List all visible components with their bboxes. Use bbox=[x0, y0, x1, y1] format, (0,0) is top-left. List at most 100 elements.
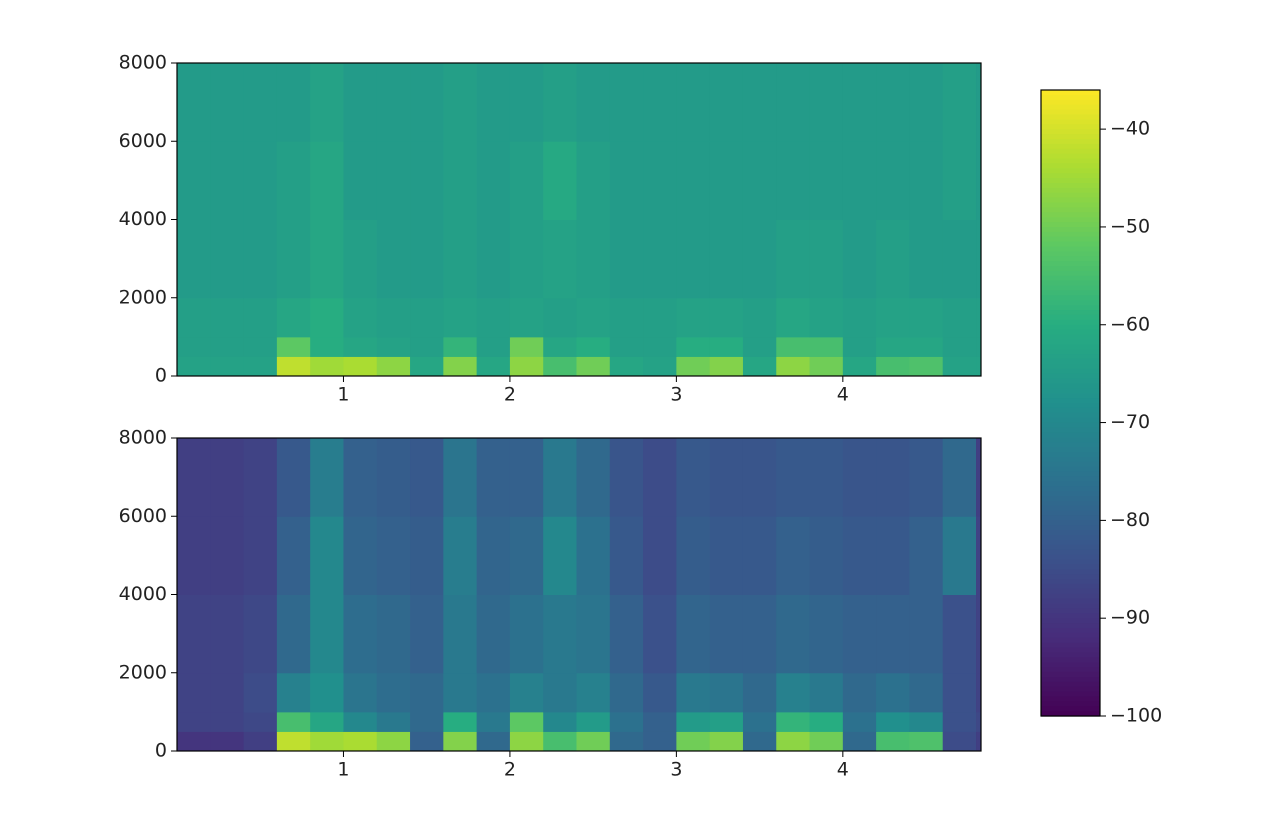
cell bbox=[776, 731, 811, 752]
cell bbox=[976, 438, 982, 517]
cell bbox=[543, 63, 578, 142]
cell bbox=[177, 63, 211, 142]
cell bbox=[842, 731, 877, 752]
cell bbox=[343, 141, 378, 220]
cell bbox=[177, 711, 211, 732]
cell bbox=[776, 438, 811, 517]
colorbar-swatch bbox=[1041, 143, 1100, 150]
colorbar-swatch bbox=[1041, 280, 1100, 287]
cell bbox=[443, 516, 478, 595]
colorbar-swatch bbox=[1041, 637, 1100, 644]
cell bbox=[643, 731, 677, 752]
cell bbox=[609, 711, 644, 732]
cell bbox=[243, 141, 278, 220]
colorbar-swatch bbox=[1041, 192, 1100, 199]
cell bbox=[177, 356, 211, 377]
cell bbox=[643, 438, 677, 517]
cell bbox=[742, 516, 777, 595]
cell bbox=[942, 356, 977, 377]
cell bbox=[243, 711, 278, 732]
cell bbox=[376, 516, 411, 595]
cell bbox=[643, 711, 677, 732]
x-tick-label: 2 bbox=[504, 384, 516, 406]
colorbar-swatch bbox=[1041, 226, 1100, 233]
cell bbox=[876, 297, 910, 338]
colorbar-swatch bbox=[1041, 124, 1100, 130]
cell bbox=[476, 219, 511, 299]
cell bbox=[676, 141, 711, 220]
cell bbox=[609, 438, 644, 517]
cell bbox=[210, 672, 245, 713]
cell bbox=[742, 594, 777, 674]
cell bbox=[776, 594, 811, 674]
cell bbox=[776, 336, 811, 357]
cell bbox=[243, 356, 278, 377]
cell bbox=[842, 594, 877, 674]
cell bbox=[576, 672, 611, 713]
colorbar-swatch bbox=[1041, 153, 1100, 160]
colorbar-swatch bbox=[1041, 686, 1100, 693]
cell bbox=[909, 297, 944, 338]
colorbar-swatch bbox=[1041, 290, 1100, 297]
cell bbox=[310, 63, 344, 142]
cell bbox=[210, 63, 245, 142]
cell bbox=[809, 672, 844, 713]
cell bbox=[576, 63, 611, 142]
cell bbox=[976, 594, 982, 674]
colorbar-swatch bbox=[1041, 559, 1100, 565]
cell bbox=[609, 672, 644, 713]
cell bbox=[976, 141, 982, 220]
colorbar-swatch bbox=[1041, 618, 1100, 624]
cell bbox=[343, 297, 378, 338]
cell bbox=[676, 356, 711, 377]
colorbar-swatch bbox=[1041, 99, 1100, 106]
cell bbox=[210, 219, 245, 299]
cell bbox=[210, 438, 245, 517]
cell bbox=[876, 219, 910, 299]
cell bbox=[709, 336, 744, 357]
cell bbox=[809, 297, 844, 338]
colorbar-swatch bbox=[1041, 256, 1100, 262]
cell bbox=[343, 438, 378, 517]
cell bbox=[609, 356, 644, 377]
cell bbox=[709, 672, 744, 713]
cell bbox=[276, 731, 311, 752]
cell bbox=[643, 594, 677, 674]
cell bbox=[576, 336, 611, 357]
cell bbox=[376, 672, 411, 713]
colorbar-swatch bbox=[1041, 363, 1100, 370]
colorbar-swatch bbox=[1041, 173, 1100, 179]
colorbar-tick-label: −100 bbox=[1110, 705, 1162, 727]
colorbar-swatch bbox=[1041, 383, 1100, 389]
colorbar-swatch bbox=[1041, 696, 1100, 702]
cell bbox=[742, 731, 777, 752]
cell bbox=[509, 594, 544, 674]
cell bbox=[909, 672, 944, 713]
cell bbox=[909, 219, 944, 299]
colorbar-swatch bbox=[1041, 476, 1100, 482]
colorbar-swatch bbox=[1041, 275, 1100, 282]
cell bbox=[343, 219, 378, 299]
cell bbox=[809, 438, 844, 517]
cell bbox=[243, 336, 278, 357]
cell bbox=[909, 141, 944, 220]
cell bbox=[276, 63, 311, 142]
colorbar-tick-label: −70 bbox=[1110, 411, 1150, 433]
cell bbox=[942, 63, 977, 142]
cell bbox=[942, 336, 977, 357]
cell bbox=[576, 438, 611, 517]
colorbar-swatch bbox=[1041, 564, 1100, 570]
cell bbox=[709, 516, 744, 595]
y-tick-label: 6000 bbox=[119, 505, 167, 527]
colorbar-swatch bbox=[1041, 134, 1100, 140]
cell bbox=[376, 356, 411, 377]
cell bbox=[210, 297, 245, 338]
colorbar-tick-label: −90 bbox=[1110, 607, 1150, 629]
colorbar-swatch bbox=[1041, 437, 1100, 443]
colorbar-swatch bbox=[1041, 148, 1100, 155]
cell bbox=[376, 219, 411, 299]
x-tick-label: 3 bbox=[670, 759, 682, 781]
cell bbox=[243, 731, 278, 752]
cell bbox=[177, 594, 211, 674]
colorbar-swatch bbox=[1041, 544, 1100, 551]
